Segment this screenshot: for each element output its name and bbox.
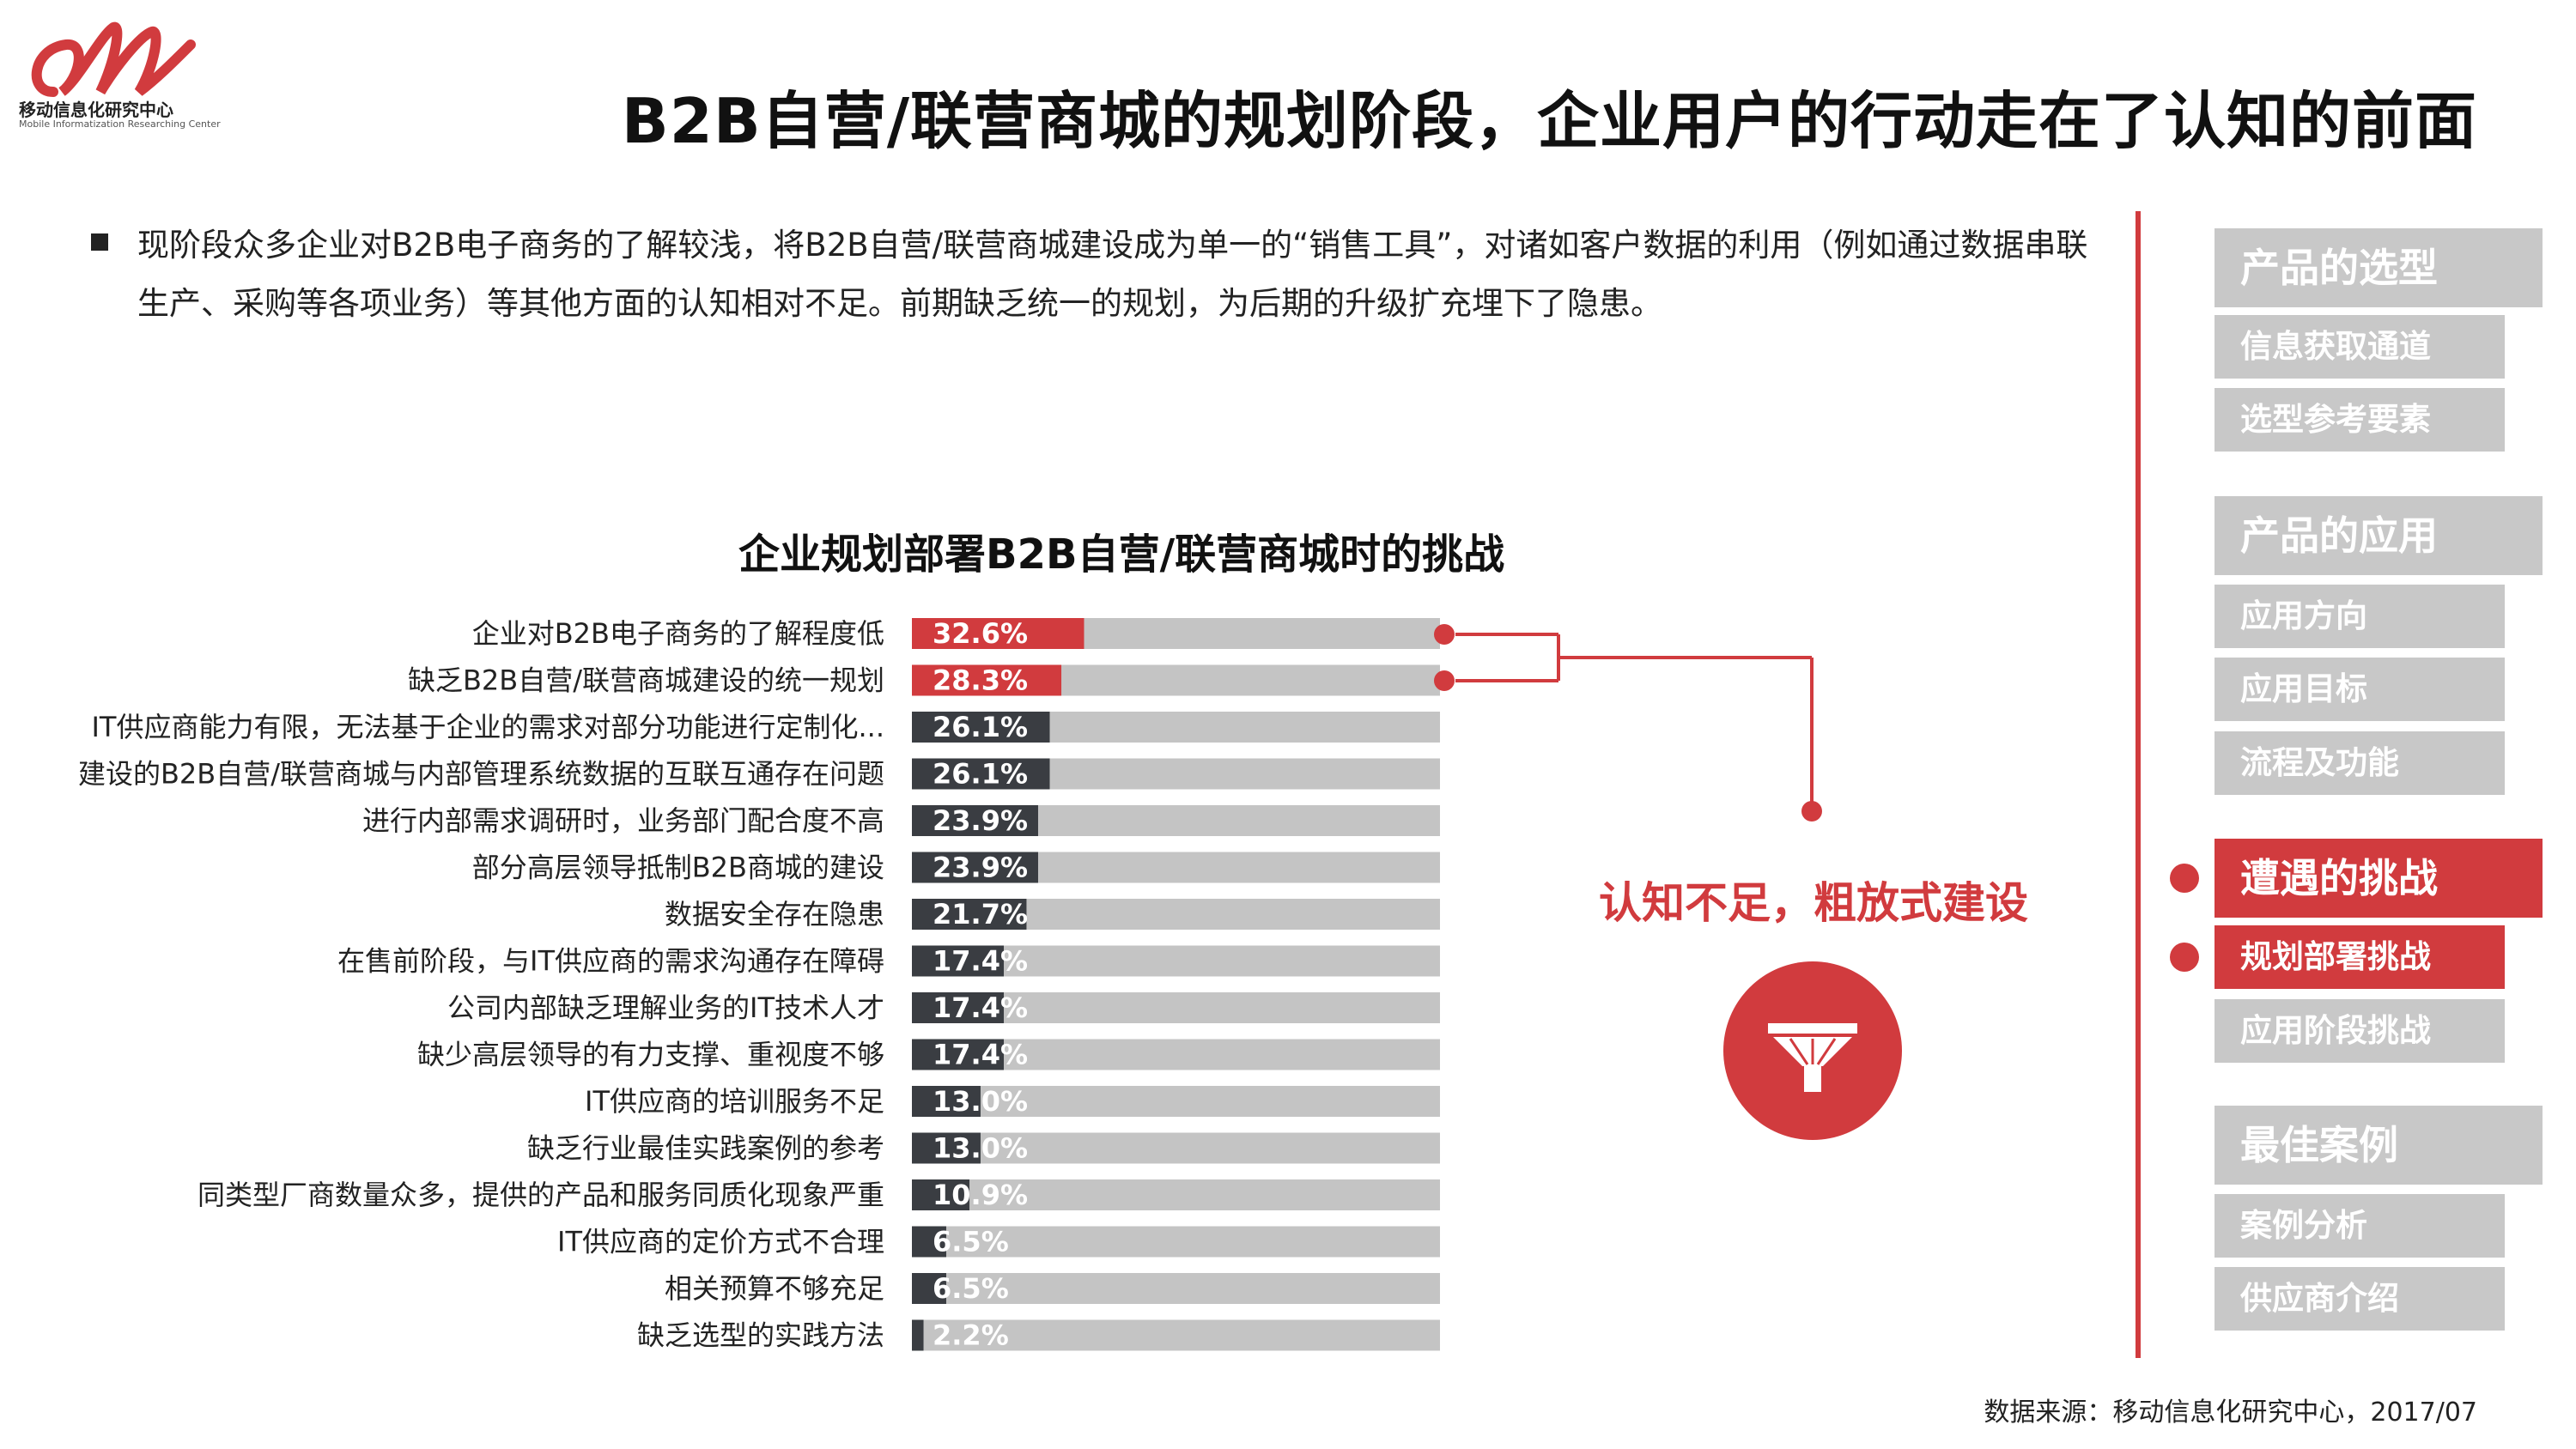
nav-item[interactable]: 供应商介绍 xyxy=(2215,1267,2505,1331)
funnel-badge xyxy=(1723,961,1902,1140)
bar-track xyxy=(912,1086,1440,1117)
category-label: 缺乏选型的实践方法 xyxy=(637,1319,884,1352)
bar xyxy=(912,852,1038,883)
bar-value-label: 2.2% xyxy=(933,1319,1009,1352)
bar-value-label: 28.3% xyxy=(933,664,1028,697)
category-label: IT供应商的定价方式不合理 xyxy=(557,1226,884,1258)
category-label: IT供应商能力有限，无法基于企业的需求对部分功能进行定制化... xyxy=(91,711,884,743)
nav-item[interactable]: 案例分析 xyxy=(2215,1194,2505,1258)
bullet-square-icon xyxy=(91,233,108,251)
intro-text: 现阶段众多企业对B2B电子商务的了解较浅，将B2B自营/联营商城建设成为单一的“… xyxy=(137,227,2088,322)
nav-item[interactable]: 遭遇的挑战 xyxy=(2215,839,2543,918)
nav-item[interactable]: 信息获取通道 xyxy=(2215,315,2505,379)
section-divider xyxy=(2136,211,2141,1358)
bar-track xyxy=(912,1132,1440,1164)
bar xyxy=(912,1039,1005,1070)
nav-item[interactable]: 应用方向 xyxy=(2215,585,2505,648)
category-label: 企业对B2B电子商务的了解程度低 xyxy=(472,617,884,650)
bar xyxy=(912,758,1050,790)
category-label: 缺少高层领导的有力支撑、重视度不够 xyxy=(417,1039,884,1071)
bar-track xyxy=(912,1273,1440,1304)
page-title: B2B自营/联营商城的规划阶段，企业用户的行动走在了认知的前面 xyxy=(621,85,2477,157)
bar xyxy=(912,664,1062,696)
bar-value-label: 13.0% xyxy=(933,1132,1028,1165)
category-label: 缺乏行业最佳实践案例的参考 xyxy=(527,1132,884,1165)
category-label: 在售前阶段，与IT供应商的需求沟通存在障碍 xyxy=(337,945,884,978)
nav-item[interactable]: 产品的应用 xyxy=(2215,496,2543,575)
bar xyxy=(912,712,1050,743)
category-label: 公司内部缺乏理解业务的IT技术人才 xyxy=(447,991,884,1024)
bar-value-label: 23.9% xyxy=(933,804,1028,837)
active-marker-icon xyxy=(2170,864,2199,893)
category-label: 建设的B2B自营/联营商城与内部管理系统数据的互联互通存在问题 xyxy=(78,758,884,791)
bar xyxy=(912,618,1084,649)
bar xyxy=(912,899,1027,930)
funnel-icon xyxy=(1768,1023,1857,1092)
chart-title: 企业规划部署B2B自营/联营商城时的挑战 xyxy=(738,530,1505,579)
bar-track xyxy=(912,1179,1440,1210)
bar-value-label: 32.6% xyxy=(933,617,1028,650)
brand-subtitle: Mobile Informatization Researching Cente… xyxy=(19,118,221,130)
bar-value-label: 13.0% xyxy=(933,1085,1028,1118)
bar xyxy=(912,1319,924,1351)
bar xyxy=(912,992,1005,1023)
callout-connector xyxy=(1434,624,1822,822)
bar xyxy=(912,945,1005,977)
bar xyxy=(912,1179,970,1210)
bar-value-label: 23.9% xyxy=(933,852,1028,884)
bar-value-label: 10.9% xyxy=(933,1179,1028,1211)
brand-logo xyxy=(31,21,196,97)
brand-name: 移动信息化研究中心 xyxy=(19,100,173,120)
bar-value-label: 21.7% xyxy=(933,898,1028,931)
bar-value-label: 17.4% xyxy=(933,991,1028,1024)
data-source: 数据来源：移动信息化研究中心，2017/07 xyxy=(1984,1397,2477,1428)
bar-track xyxy=(912,1226,1440,1258)
nav-item[interactable]: 应用阶段挑战 xyxy=(2215,999,2505,1063)
nav-item[interactable]: 最佳案例 xyxy=(2215,1106,2543,1185)
challenge-bar-chart: 企业对B2B电子商务的了解程度低 32.6% 缺乏B2B自营/联营商城建设的统一规划… xyxy=(78,617,1822,1352)
bar-value-label: 17.4% xyxy=(933,1039,1028,1071)
intro-bullet: 现阶段众多企业对B2B电子商务的了解较浅，将B2B自营/联营商城建设成为单一的“… xyxy=(86,216,2112,333)
bar-track xyxy=(912,1319,1440,1351)
bar-value-label: 17.4% xyxy=(933,945,1028,978)
category-label: IT供应商的培训服务不足 xyxy=(585,1085,884,1118)
category-label: 同类型厂商数量众多，提供的产品和服务同质化现象严重 xyxy=(197,1179,884,1211)
nav-item[interactable]: 选型参考要素 xyxy=(2215,388,2505,452)
bar-value-label: 6.5% xyxy=(933,1272,1009,1305)
nav-item[interactable]: 应用目标 xyxy=(2215,658,2505,721)
bar xyxy=(912,1132,981,1164)
bar-value-label: 26.1% xyxy=(933,711,1028,743)
bar xyxy=(912,1273,946,1304)
bar xyxy=(912,805,1038,836)
category-label: 缺乏B2B自营/联营商城建设的统一规划 xyxy=(408,664,884,697)
bar xyxy=(912,1086,981,1117)
nav-item[interactable]: 流程及功能 xyxy=(2215,731,2505,795)
category-label: 部分高层领导抵制B2B商城的建设 xyxy=(472,852,884,884)
bar-value-label: 26.1% xyxy=(933,758,1028,791)
nav-item[interactable]: 产品的选型 xyxy=(2215,228,2543,307)
nav-item[interactable]: 规划部署挑战 xyxy=(2215,925,2505,989)
bar-value-label: 6.5% xyxy=(933,1226,1009,1258)
callout-text: 认知不足，粗放式建设 xyxy=(1599,878,2028,928)
category-label: 进行内部需求调研时，业务部门配合度不高 xyxy=(362,804,884,837)
bar xyxy=(912,1226,946,1258)
active-marker-icon xyxy=(2170,943,2199,972)
category-label: 相关预算不够充足 xyxy=(665,1272,884,1305)
category-label: 数据安全存在隐患 xyxy=(665,898,884,931)
